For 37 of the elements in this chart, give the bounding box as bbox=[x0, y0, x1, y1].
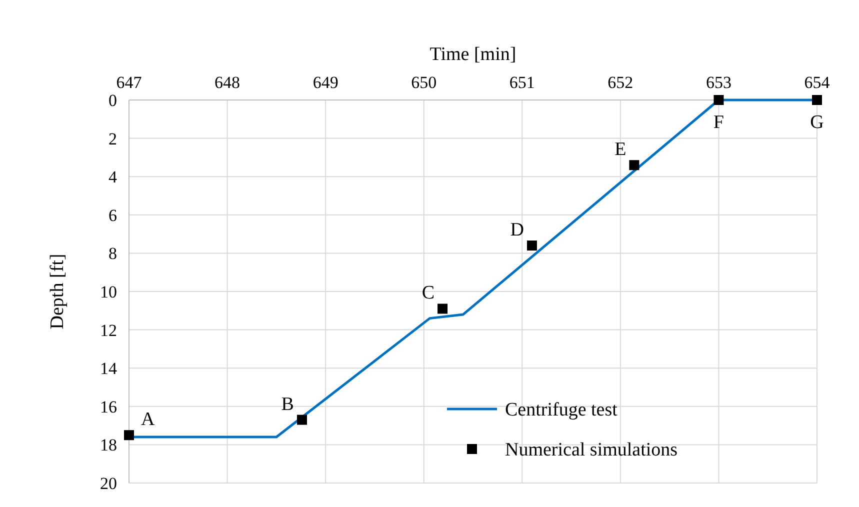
x-tick-label: 652 bbox=[608, 73, 634, 92]
legend-label: Centrifuge test bbox=[505, 400, 618, 421]
x-tick-label: 653 bbox=[706, 73, 732, 92]
y-tick-label: 6 bbox=[108, 206, 117, 225]
y-tick-label: 2 bbox=[108, 129, 117, 148]
x-tick-label: 654 bbox=[804, 73, 830, 92]
legend-label: Numerical simulations bbox=[505, 440, 678, 461]
annotation: G bbox=[810, 112, 824, 133]
annotation: F bbox=[713, 112, 724, 133]
point bbox=[629, 160, 640, 170]
point bbox=[714, 95, 724, 105]
y-tick-label: 0 bbox=[108, 90, 117, 110]
x-tick-label: 651 bbox=[509, 73, 535, 92]
y-tick-label: 14 bbox=[100, 359, 118, 378]
y-tick-label: 10 bbox=[100, 282, 117, 302]
x-tick-label: 647 bbox=[116, 73, 142, 92]
y-tick-label: 20 bbox=[100, 474, 117, 493]
annotation: A bbox=[141, 409, 155, 430]
point bbox=[124, 430, 134, 440]
point bbox=[812, 95, 822, 105]
annotation: B bbox=[281, 394, 294, 415]
x-tick-label: 648 bbox=[214, 73, 240, 92]
y-tick-label: 16 bbox=[100, 397, 117, 416]
y-axis-title: Depth [ft] bbox=[47, 254, 68, 330]
annotation: C bbox=[422, 282, 435, 304]
annotation: E bbox=[614, 139, 626, 160]
point bbox=[438, 304, 448, 314]
y-tick-label: 12 bbox=[100, 320, 117, 340]
y-tick-label: 18 bbox=[100, 436, 117, 455]
point bbox=[296, 414, 307, 425]
point bbox=[526, 240, 537, 251]
y-tick-label: 8 bbox=[108, 244, 117, 264]
x-axis-title: Time [min] bbox=[430, 44, 516, 65]
y-tick-label: 4 bbox=[108, 168, 118, 187]
x-tick-label: 649 bbox=[312, 73, 338, 92]
annotation: D bbox=[510, 220, 524, 241]
x-tick-label: 650 bbox=[411, 73, 437, 92]
